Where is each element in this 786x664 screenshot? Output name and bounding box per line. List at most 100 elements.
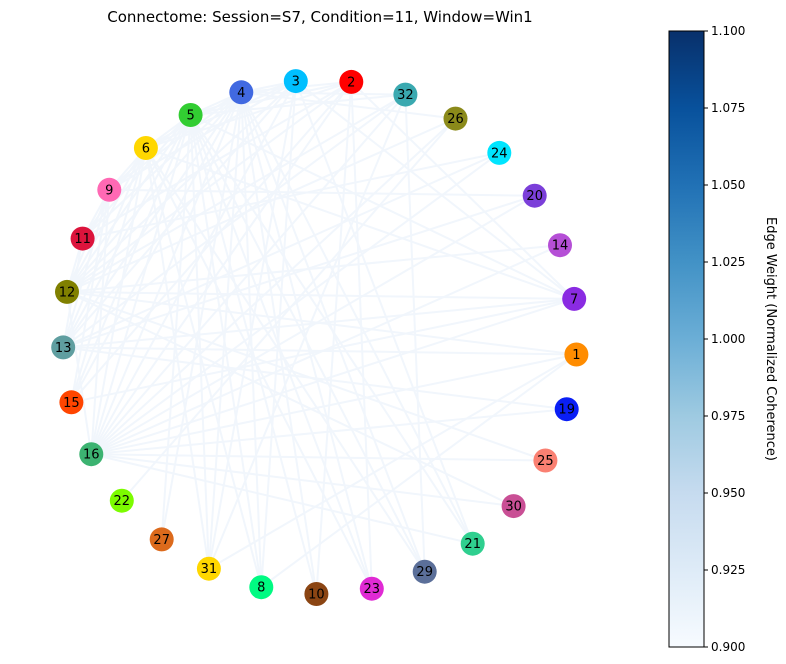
edge-1-13 (63, 346, 577, 356)
node-label-19: 19 (558, 403, 575, 418)
node-label-32: 32 (397, 88, 414, 103)
node-circle-32 (393, 82, 418, 107)
edge-16-4 (90, 91, 243, 455)
edge-7-6 (145, 147, 575, 300)
colorbar: 1.100 1.075 1.050 1.025 1.000 0.975 0.950 0.925… (668, 24, 778, 654)
node-23: 23 (359, 576, 384, 601)
node-circle-13 (51, 335, 76, 360)
node-26: 26 (443, 106, 468, 131)
edge-20-9 (109, 188, 535, 197)
node-label-12: 12 (59, 285, 76, 300)
node-circle-14 (548, 233, 572, 258)
node-6: 6 (133, 136, 158, 160)
edge-20-16 (90, 194, 536, 456)
colorbar-tick-label: 0.925 (711, 563, 745, 577)
node-20: 20 (522, 183, 547, 208)
node-13: 13 (51, 335, 76, 360)
node-circle-9 (97, 177, 122, 202)
colorbar-tick-label: 1.075 (711, 101, 745, 115)
node-32: 32 (393, 82, 418, 107)
edge-32-13 (62, 93, 406, 349)
node-30: 30 (501, 494, 526, 519)
edge-2-16 (90, 81, 353, 455)
edge-30-12 (66, 290, 515, 508)
node-label-6: 6 (142, 142, 150, 157)
node-circle-12 (55, 279, 79, 304)
node-circle-19 (554, 397, 579, 422)
node-layer: 2322624201471192530212923108312722161513… (51, 69, 589, 606)
edge-7-16 (90, 297, 575, 456)
edge-31-6 (144, 147, 210, 569)
node-circle-29 (412, 559, 437, 584)
node-15: 15 (59, 390, 84, 415)
node-29: 29 (412, 559, 437, 584)
node-circle-22 (109, 488, 134, 513)
node-circle-31 (196, 556, 221, 581)
edge-3-7 (295, 80, 575, 300)
node-circle-15 (59, 390, 84, 415)
node-1: 1 (564, 342, 589, 367)
node-circle-5 (178, 103, 203, 127)
edge-19-16 (91, 408, 567, 456)
node-22: 22 (109, 488, 134, 513)
colorbar-tick-label: 1.000 (711, 332, 745, 346)
edge-29-4 (240, 91, 426, 573)
node-3: 3 (283, 69, 308, 94)
edge-9-3 (108, 80, 297, 191)
node-circle-23 (359, 576, 384, 601)
edge-24-11 (82, 151, 500, 240)
node-circle-2 (339, 69, 364, 94)
node-label-22: 22 (114, 494, 131, 509)
node-label-11: 11 (74, 232, 91, 247)
edge-21-4 (240, 91, 474, 545)
node-19: 19 (554, 397, 579, 422)
edge-24-13 (62, 151, 500, 349)
node-circle-8 (249, 575, 274, 600)
edge-31-5 (189, 114, 210, 569)
node-12: 12 (55, 279, 79, 304)
node-label-26: 26 (447, 112, 464, 127)
node-label-31: 31 (201, 562, 218, 577)
node-label-13: 13 (55, 341, 72, 356)
node-label-29: 29 (416, 565, 433, 580)
node-11: 11 (70, 226, 95, 251)
edge-1-16 (91, 353, 577, 456)
node-label-1: 1 (572, 348, 580, 363)
colorbar-tick-label: 1.050 (711, 178, 745, 192)
node-circle-3 (283, 69, 308, 94)
edge-1-31 (208, 353, 577, 570)
node-27: 27 (149, 527, 174, 552)
node-label-8: 8 (257, 581, 265, 596)
node-8: 8 (249, 575, 274, 600)
node-16: 16 (79, 442, 104, 467)
node-5: 5 (178, 103, 203, 127)
edge-32-12 (66, 93, 406, 293)
edge-27-5 (160, 114, 192, 540)
edge-4-32 (241, 91, 406, 96)
colorbar-ticks: 1.100 1.075 1.050 1.025 1.000 0.975 0.950 0.925… (704, 24, 745, 654)
node-label-9: 9 (105, 183, 113, 198)
edge-24-16 (90, 152, 500, 456)
edge-16-6 (90, 147, 147, 455)
node-label-2: 2 (347, 75, 355, 90)
node-circle-20 (522, 183, 547, 208)
node-label-15: 15 (63, 396, 80, 411)
node-label-25: 25 (537, 454, 554, 469)
edge-3-21 (294, 80, 474, 545)
node-label-5: 5 (186, 109, 194, 124)
colorbar-tick-label: 1.025 (711, 255, 745, 269)
edge-8-4 (240, 92, 263, 588)
edge-4-26 (241, 91, 456, 120)
node-circle-7 (562, 286, 587, 311)
edge-6-3 (145, 80, 297, 149)
node-circle-26 (443, 106, 468, 131)
node-31: 31 (196, 556, 221, 581)
node-circle-11 (70, 226, 95, 251)
edge-12-4 (66, 91, 243, 293)
edge-27-4 (160, 92, 243, 540)
chart-title: Connectome: Session=S7, Condition=11, Wi… (107, 8, 532, 26)
node-circle-27 (149, 527, 174, 552)
node-circle-10 (304, 582, 329, 606)
node-14: 14 (548, 233, 572, 258)
